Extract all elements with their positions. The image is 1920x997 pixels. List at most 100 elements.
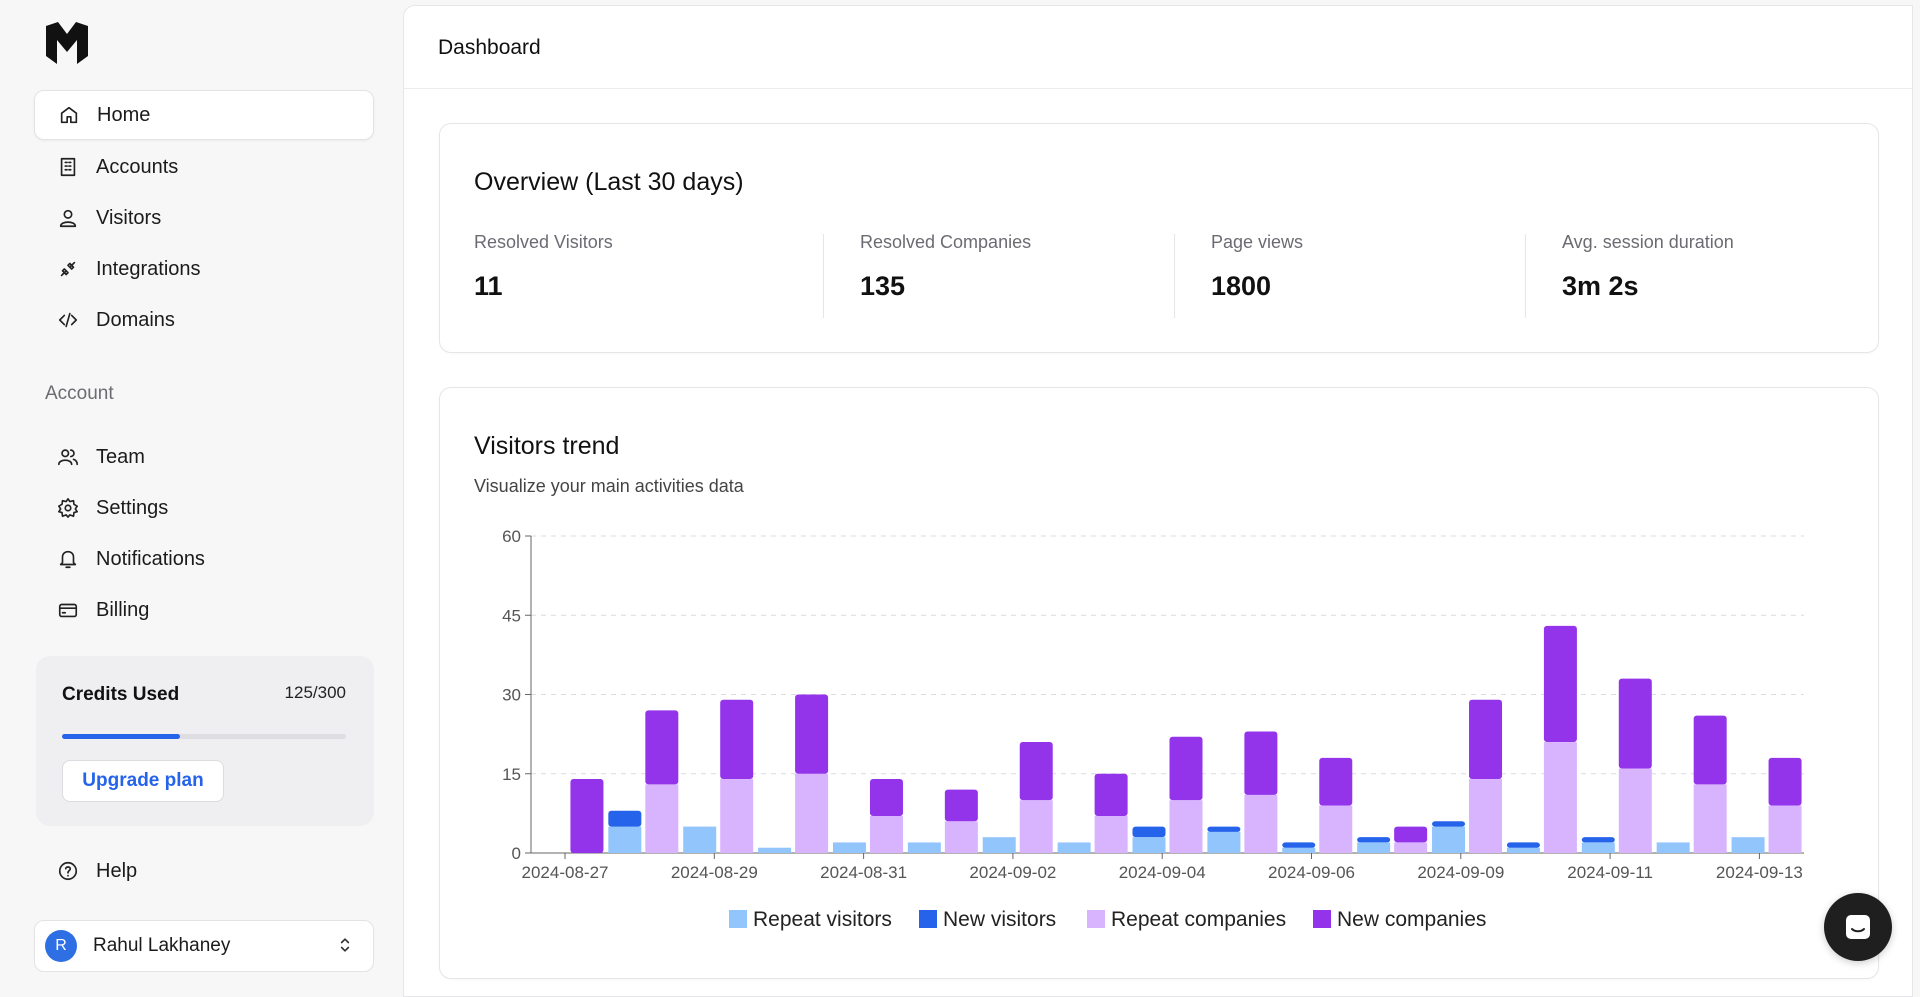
bar-repeat-visitors xyxy=(1207,831,1241,853)
logo-icon[interactable] xyxy=(44,20,90,66)
divider xyxy=(1525,234,1526,318)
bar-repeat-visitors xyxy=(683,826,717,853)
stat-value: 1800 xyxy=(1211,271,1272,301)
bar-new-visitors xyxy=(1506,842,1540,848)
bar-repeat-visitors xyxy=(1057,842,1091,853)
nav-item-visitors[interactable]: Visitors xyxy=(34,193,374,243)
bar-new-companies xyxy=(1094,773,1128,817)
bar-repeat-companies xyxy=(869,816,903,853)
bar-new-companies xyxy=(1019,742,1053,801)
bar-new-visitors xyxy=(1282,842,1316,848)
bar-repeat-visitors xyxy=(1282,847,1316,853)
bar-new-companies xyxy=(869,779,903,817)
bar-new-companies xyxy=(1319,757,1353,806)
bar-repeat-visitors xyxy=(758,847,792,853)
user-name: Rahul Lakhaney xyxy=(93,935,231,956)
bar-repeat-companies xyxy=(1469,779,1503,853)
bar-repeat-visitors xyxy=(1581,842,1615,853)
bar-new-companies xyxy=(645,710,679,785)
visitors-trend-chart: 0 15 30 45 60 2024-08-27 2024-08-29 2024-08-31 2… xyxy=(502,527,1804,931)
bar-repeat-visitors xyxy=(832,842,866,853)
nav-item-integrations[interactable]: Integrations xyxy=(34,244,374,294)
overview-title: Overview (Last 30 days) xyxy=(474,168,744,196)
nav-item-team[interactable]: Team xyxy=(34,432,374,482)
bar-repeat-companies xyxy=(645,784,679,853)
y-tick-label: 30 xyxy=(502,686,521,705)
legend-label: Repeat companies xyxy=(1111,908,1286,931)
nav-item-notifications[interactable]: Notifications xyxy=(34,534,374,584)
nav-item-accounts[interactable]: Accounts xyxy=(34,142,374,192)
bar-repeat-companies xyxy=(1394,842,1428,853)
gear-icon xyxy=(56,496,80,520)
nav-label: Home xyxy=(97,103,151,126)
nav-item-domains[interactable]: Domains xyxy=(34,295,374,345)
stat-label: Avg. session duration xyxy=(1562,232,1734,252)
chat-launcher-button[interactable] xyxy=(1824,893,1892,961)
bar-repeat-companies xyxy=(1693,784,1727,853)
chevron-up-down-icon xyxy=(335,935,357,957)
stat-value: 3m 2s xyxy=(1562,271,1639,301)
bar-new-companies xyxy=(1244,731,1278,795)
legend-label: New visitors xyxy=(943,908,1056,931)
bar-repeat-visitors xyxy=(982,837,1016,853)
stat-value: 135 xyxy=(860,271,906,301)
stat-label: Page views xyxy=(1211,232,1304,252)
bar-new-companies xyxy=(1394,826,1428,843)
bar-new-visitors xyxy=(608,810,642,827)
bar-new-companies xyxy=(1469,699,1503,780)
x-tick-label: 2024-09-06 xyxy=(1268,863,1355,882)
bar-new-companies xyxy=(1693,715,1727,785)
y-tick-label: 15 xyxy=(502,765,521,784)
divider xyxy=(823,234,824,318)
nav-label: Billing xyxy=(96,598,150,621)
nav-label: Visitors xyxy=(96,206,162,229)
user-menu[interactable]: R Rahul Lakhaney xyxy=(34,920,374,972)
bar-new-companies xyxy=(1618,678,1652,769)
bar-new-companies xyxy=(795,694,829,774)
x-tick-label: 2024-08-27 xyxy=(522,863,609,882)
bar-repeat-companies xyxy=(1319,805,1353,853)
nav-item-home[interactable]: Home xyxy=(34,90,374,140)
nav-item-help[interactable]: Help xyxy=(34,846,374,896)
nav-label: Accounts xyxy=(96,155,179,178)
bar-repeat-companies xyxy=(795,773,829,853)
bar-repeat-companies xyxy=(1543,742,1577,853)
bar-repeat-visitors xyxy=(1506,847,1540,853)
x-tick-label: 2024-09-02 xyxy=(969,863,1056,882)
bell-icon xyxy=(56,547,80,571)
stat-resolved-visitors: Resolved Visitors 11 xyxy=(474,232,613,316)
users-icon xyxy=(56,445,80,469)
bar-new-visitors xyxy=(1207,826,1241,832)
bar-new-companies xyxy=(570,779,604,853)
bar-repeat-companies xyxy=(1169,800,1203,853)
y-tick-label: 60 xyxy=(502,527,521,546)
bar-repeat-visitors xyxy=(1656,842,1690,853)
stat-avg-session-duration: Avg. session duration 3m 2s xyxy=(1562,232,1734,316)
x-tick-label: 2024-08-29 xyxy=(671,863,758,882)
nav-item-billing[interactable]: Billing xyxy=(34,585,374,635)
y-tick-label: 45 xyxy=(502,606,521,625)
stat-label: Resolved Companies xyxy=(860,232,1032,252)
x-tick-label: 2024-09-04 xyxy=(1119,863,1206,882)
bar-repeat-visitors xyxy=(1132,837,1166,853)
bar-repeat-companies xyxy=(1019,800,1053,853)
nav-label: Integrations xyxy=(96,257,201,280)
divider xyxy=(1174,234,1175,318)
help-icon xyxy=(56,859,80,883)
nav-item-settings[interactable]: Settings xyxy=(34,483,374,533)
bar-new-visitors xyxy=(1432,821,1466,827)
legend-swatch xyxy=(729,910,747,928)
topbar: Dashboard xyxy=(404,6,1912,89)
stat-label: Resolved Visitors xyxy=(474,232,613,252)
upgrade-plan-button[interactable]: Upgrade plan xyxy=(62,760,224,802)
y-tick-label: 0 xyxy=(512,844,521,863)
credits-count: 125/300 xyxy=(284,683,346,702)
bar-repeat-visitors xyxy=(907,842,941,853)
nav-label: Domains xyxy=(96,308,175,331)
nav-label: Settings xyxy=(96,496,169,519)
bar-repeat-companies xyxy=(944,821,978,853)
x-tick-label: 2024-09-13 xyxy=(1716,863,1803,882)
page-title: Dashboard xyxy=(438,36,541,59)
bar-new-companies xyxy=(720,699,754,780)
trend-title: Visitors trend xyxy=(474,432,620,460)
